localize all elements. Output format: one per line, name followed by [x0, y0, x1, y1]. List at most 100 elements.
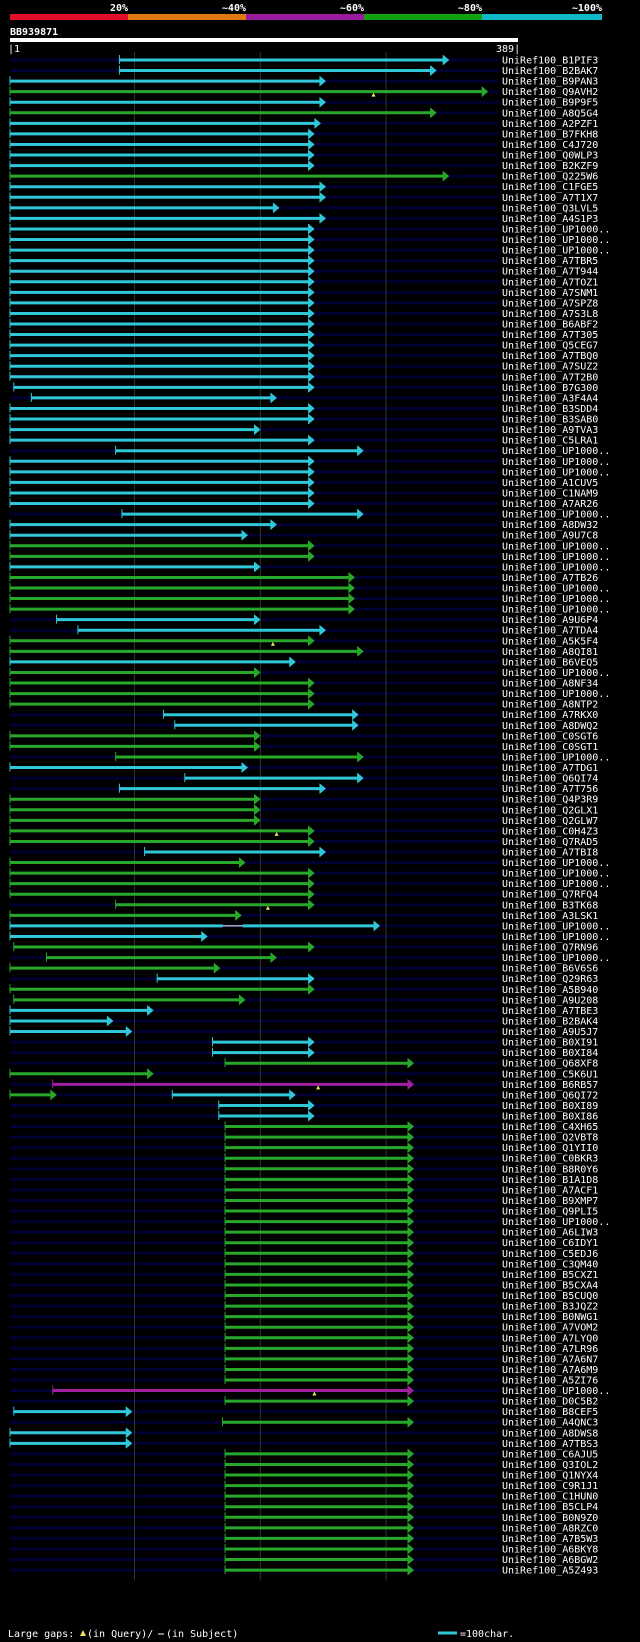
- hit-label[interactable]: UniRef100_UP1000..: [502, 224, 610, 235]
- hit-label[interactable]: UniRef100_UP1000..: [502, 1386, 610, 1397]
- hit-row[interactable]: UniRef100_A7TB26: [9, 571, 598, 584]
- hit-row[interactable]: UniRef100_B5CLP4: [224, 1501, 598, 1514]
- hit-row[interactable]: UniRef100_C6AJU5: [224, 1448, 598, 1461]
- hit-label[interactable]: UniRef100_Q9PLI5: [502, 1207, 598, 1218]
- hit-row[interactable]: UniRef100_C5LRA1: [9, 434, 598, 447]
- hit-row[interactable]: UniRef100_A7S3L8: [9, 307, 598, 320]
- hit-row[interactable]: UniRef100_B0XI86: [218, 1110, 599, 1123]
- hit-label[interactable]: UniRef100_A4S1P3: [502, 214, 598, 225]
- hit-row[interactable]: UniRef100_B6ABF2: [9, 318, 598, 331]
- hit-row[interactable]: UniRef100_B9P9F5: [9, 96, 598, 109]
- hit-row[interactable]: UniRef100_A4S1P3: [9, 212, 598, 225]
- hit-label[interactable]: UniRef100_A6BKY8: [502, 1544, 598, 1555]
- hit-row[interactable]: UniRef100_B7FKH8: [9, 128, 598, 141]
- hit-label[interactable]: UniRef100_A7A6M9: [502, 1365, 598, 1376]
- hit-row[interactable]: UniRef100_Q7RFQ4: [9, 888, 598, 901]
- hit-label[interactable]: UniRef100_A7LYQ0: [502, 1333, 598, 1344]
- hit-row[interactable]: UniRef100_C1NAM9: [9, 487, 598, 500]
- hit-row[interactable]: UniRef100_UP1000..: [9, 244, 610, 257]
- hit-row[interactable]: UniRef100_Q3LVL5: [9, 202, 598, 215]
- hit-label[interactable]: UniRef100_B1A1D8: [502, 1175, 598, 1186]
- hit-row[interactable]: UniRef100_A5B940: [9, 983, 598, 996]
- hit-label[interactable]: UniRef100_A2PZF1: [502, 119, 598, 130]
- hit-label[interactable]: UniRef100_UP1000..: [502, 689, 610, 700]
- hit-row[interactable]: UniRef100_A6LIW3: [224, 1226, 598, 1239]
- hit-row[interactable]: UniRef100_A7T944: [9, 265, 598, 278]
- hit-label[interactable]: UniRef100_UP1000..: [502, 594, 610, 605]
- hit-label[interactable]: UniRef100_A9U7C8: [502, 531, 598, 542]
- hit-label[interactable]: UniRef100_UP1000..: [502, 457, 610, 468]
- hit-label[interactable]: UniRef100_A8DWS8: [502, 1428, 598, 1439]
- hit-row[interactable]: UniRef100_UP1000..: [115, 445, 611, 458]
- hit-label[interactable]: UniRef100_A7SPZ8: [502, 298, 598, 309]
- hit-row[interactable]: UniRef100_UP1000..: [9, 688, 610, 701]
- hit-label[interactable]: UniRef100_A9U208: [502, 995, 598, 1006]
- hit-row[interactable]: UniRef100_UP1000..: [115, 751, 611, 764]
- hit-label[interactable]: UniRef100_Q6QI74: [502, 774, 598, 785]
- hit-row[interactable]: UniRef100_A7TBE3: [9, 1004, 598, 1017]
- hit-row[interactable]: UniRef100_UP1000..: [224, 1216, 610, 1229]
- hit-row[interactable]: UniRef100_C1HUN0: [224, 1490, 598, 1503]
- hit-row[interactable]: UniRef100_A6BGW2: [224, 1553, 598, 1567]
- hit-row[interactable]: UniRef100_UP1000..: [9, 593, 610, 606]
- hit-label[interactable]: UniRef100_C3QM40: [502, 1259, 598, 1270]
- hit-row[interactable]: UniRef100_A3LSK1: [9, 909, 598, 922]
- hit-row[interactable]: UniRef100_Q7RN96: [13, 941, 599, 954]
- hit-row[interactable]: UniRef100_Q9AVH2: [9, 86, 598, 99]
- hit-label[interactable]: UniRef100_Q7RN96: [502, 943, 598, 954]
- hit-label[interactable]: UniRef100_A9TVA3: [502, 425, 598, 436]
- hit-row[interactable]: UniRef100_A6BKY8: [224, 1543, 598, 1556]
- hit-row[interactable]: UniRef100_A8NTP2: [9, 698, 598, 711]
- hit-row[interactable]: UniRef100_B5CUQ0: [224, 1289, 598, 1303]
- hit-label[interactable]: UniRef100_UP1000..: [502, 921, 610, 932]
- hit-label[interactable]: UniRef100_A7B5W3: [502, 1534, 598, 1545]
- hit-label[interactable]: UniRef100_A8NTP2: [502, 700, 598, 711]
- hit-label[interactable]: UniRef100_B3JQZ2: [502, 1302, 598, 1313]
- hit-row[interactable]: [171, 1089, 296, 1101]
- hit-row[interactable]: UniRef100_Q2GLW7: [9, 814, 598, 827]
- hit-label[interactable]: UniRef100_B9P9F5: [502, 98, 598, 109]
- hit-label[interactable]: UniRef100_UP1000..: [502, 446, 610, 457]
- hit-label[interactable]: UniRef100_B3SAB0: [502, 415, 598, 426]
- hit-label[interactable]: UniRef100_A7VOM2: [502, 1323, 598, 1334]
- hit-row[interactable]: UniRef100_B2KZF9: [9, 160, 598, 173]
- hit-label[interactable]: UniRef100_A6LIW3: [502, 1228, 598, 1239]
- hit-label[interactable]: UniRef100_Q0WLP3: [502, 151, 598, 162]
- hit-row[interactable]: UniRef100_A7T1X7: [9, 191, 598, 204]
- hit-row[interactable]: UniRef100_Q6QI72: [9, 1089, 598, 1102]
- hit-label[interactable]: UniRef100_A7T2B0: [502, 372, 598, 383]
- hit-row[interactable]: UniRef100_B7G300: [13, 381, 599, 394]
- hit-row[interactable]: UniRef100_UP1000..: [121, 508, 610, 521]
- hit-label[interactable]: UniRef100_B0XI89: [502, 1101, 598, 1112]
- hit-row[interactable]: UniRef100_A8NF34: [9, 677, 598, 690]
- hit-label[interactable]: UniRef100_Q2VBT8: [502, 1133, 598, 1144]
- hit-row[interactable]: UniRef100_UP1000..: [9, 930, 610, 943]
- hit-label[interactable]: UniRef100_Q6QI72: [502, 1090, 598, 1101]
- hit-row[interactable]: UniRef100_A9TVA3: [9, 424, 598, 437]
- hit-label[interactable]: UniRef100_A6BGW2: [502, 1555, 598, 1566]
- hit-row[interactable]: UniRef100_UP1000..: [9, 878, 610, 891]
- hit-row[interactable]: UniRef100_UP1000..: [9, 233, 610, 247]
- hit-label[interactable]: UniRef100_B8CEF5: [502, 1407, 598, 1418]
- hit-label[interactable]: UniRef100_UP1000..: [502, 584, 610, 595]
- hit-label[interactable]: UniRef100_Q7RAD5: [502, 837, 598, 848]
- hit-label[interactable]: UniRef100_B5CXA4: [502, 1280, 598, 1291]
- hit-label[interactable]: UniRef100_B0NWG1: [502, 1312, 598, 1323]
- hit-row[interactable]: UniRef100_A9U7C8: [9, 529, 598, 542]
- hit-row[interactable]: UniRef100_Q3IOL2: [224, 1458, 598, 1471]
- hit-label[interactable]: UniRef100_B0XI84: [502, 1048, 598, 1059]
- hit-row[interactable]: UniRef100_B9XMP7: [224, 1194, 598, 1207]
- hit-row[interactable]: UniRef100_UP1000..: [9, 603, 610, 616]
- hit-label[interactable]: UniRef100_Q2GLX1: [502, 805, 598, 816]
- hit-row[interactable]: UniRef100_A8RZC0: [224, 1522, 598, 1535]
- hit-row[interactable]: UniRef100_A7TBR5: [9, 255, 598, 268]
- hit-label[interactable]: UniRef100_C1NAM9: [502, 488, 598, 499]
- hit-label[interactable]: UniRef100_A7T1X7: [502, 193, 598, 204]
- hit-label[interactable]: UniRef100_Q1YII0: [502, 1143, 598, 1154]
- hit-label[interactable]: UniRef100_A8Q5G4: [502, 108, 598, 119]
- hit-row[interactable]: UniRef100_A7A6M9: [224, 1363, 598, 1376]
- hit-row[interactable]: UniRef100_A4QNC3: [222, 1416, 599, 1429]
- hit-label[interactable]: UniRef100_A8QI81: [502, 647, 598, 658]
- hit-label[interactable]: UniRef100_A4QNC3: [502, 1418, 598, 1429]
- hit-row[interactable]: UniRef100_UP1000..: [9, 466, 610, 479]
